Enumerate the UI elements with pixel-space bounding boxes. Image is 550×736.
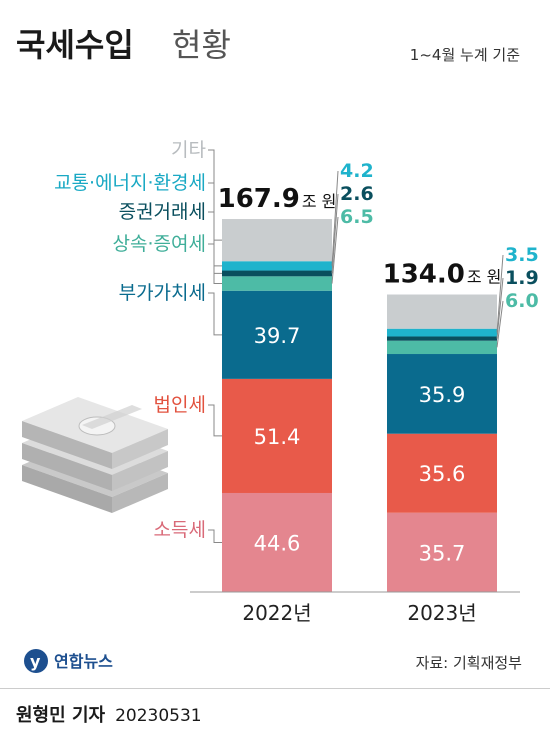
category-label-3: 상속·증여세: [113, 233, 206, 255]
labels-group: 2022년 167.9 조 원 2023년 134.0 조 원 44.6 35.7 51.4 35…: [54, 139, 539, 625]
small-value-0-3: 6.5: [340, 206, 374, 228]
credit-date: 20230531: [115, 706, 202, 726]
footer: 원형민 기자 20230531: [0, 688, 550, 736]
chart-subtitle: 1~4월 누계 기준: [410, 46, 520, 64]
leader-0-5: [331, 170, 339, 266]
total-label-0: 167.9 조 원: [218, 184, 337, 214]
category-label-1: 법인세: [154, 394, 206, 416]
small-value-1-5: 3.5: [505, 244, 539, 266]
category-leader-6: [208, 149, 222, 241]
bar-segment-0-5: [222, 261, 332, 271]
category-leader-4: [208, 211, 222, 274]
bar-value-0-0: 44.6: [254, 531, 301, 555]
bar-segment-0-6: [222, 219, 332, 262]
svg-text:y: y: [30, 652, 41, 671]
leader-0-3: [331, 216, 339, 284]
category-label-4: 증권거래세: [119, 201, 206, 223]
bar-segment-1-5: [387, 328, 497, 337]
bar-segment-1-1: [387, 433, 497, 513]
bar-segment-0-1: [222, 378, 332, 493]
small-value-1-4: 1.9: [505, 267, 539, 289]
money-stack-icon: [22, 397, 168, 513]
x-tick-1: 2023년: [407, 601, 476, 625]
leader-1-3: [496, 300, 504, 348]
bar-value-1-2: 35.9: [419, 383, 466, 407]
small-value-0-4: 2.6: [340, 183, 374, 205]
bar-segment-0-4: [222, 270, 332, 277]
bar-segment-1-6: [387, 294, 497, 329]
leader-1-4: [496, 277, 504, 339]
reporter-name: 원형민 기자: [16, 705, 106, 726]
chart-title-main: 국세수입: [16, 26, 134, 64]
leader-lines: [208, 149, 504, 543]
bar-segment-0-3: [222, 276, 332, 291]
total-label-1: 134.0 조 원: [383, 260, 502, 290]
chart-title-sub: 현황: [172, 26, 231, 64]
bar-segment-1-2: [387, 354, 497, 434]
bars-group: [222, 219, 497, 592]
category-leader-0: [208, 529, 222, 543]
bar-segment-1-4: [387, 336, 497, 341]
category-leader-2: [208, 292, 222, 336]
category-label-6: 기타: [171, 139, 206, 161]
bar-value-0-1: 51.4: [254, 425, 301, 449]
yonhap-logo-icon: [24, 649, 48, 673]
credit: 원형민 기자 20230531: [16, 701, 202, 727]
bar-segment-1-3: [387, 340, 497, 355]
x-tick-0: 2022년: [242, 601, 311, 625]
leader-1-5: [496, 254, 504, 333]
category-leader-3: [208, 243, 222, 285]
category-leader-1: [208, 404, 222, 437]
bar-segment-0-0: [222, 492, 332, 592]
category-label-5: 교통·에너지·환경세: [54, 172, 206, 194]
bar-value-1-0: 35.7: [419, 541, 466, 565]
bar-value-1-1: 35.6: [419, 462, 466, 486]
category-label-2: 부가가치세: [119, 282, 206, 304]
bar-value-0-2: 39.7: [254, 324, 301, 348]
leader-0-4: [331, 193, 339, 274]
yonhap-logo-text: 연합뉴스: [54, 652, 113, 671]
bar-segment-0-2: [222, 290, 332, 379]
bar-segment-1-0: [387, 512, 497, 592]
tax-revenue-chart: 국세수입 현황 1~4월 누계 기준 2022년 167.9 조 원 2023년 134…: [16, 26, 539, 673]
small-value-1-3: 6.0: [505, 290, 539, 312]
yonhap-logo: y 연합뉴스: [24, 649, 113, 673]
category-label-0: 소득세: [154, 519, 206, 541]
source-note: 자료: 기획재정부: [416, 654, 523, 672]
small-value-0-5: 4.2: [340, 160, 374, 182]
